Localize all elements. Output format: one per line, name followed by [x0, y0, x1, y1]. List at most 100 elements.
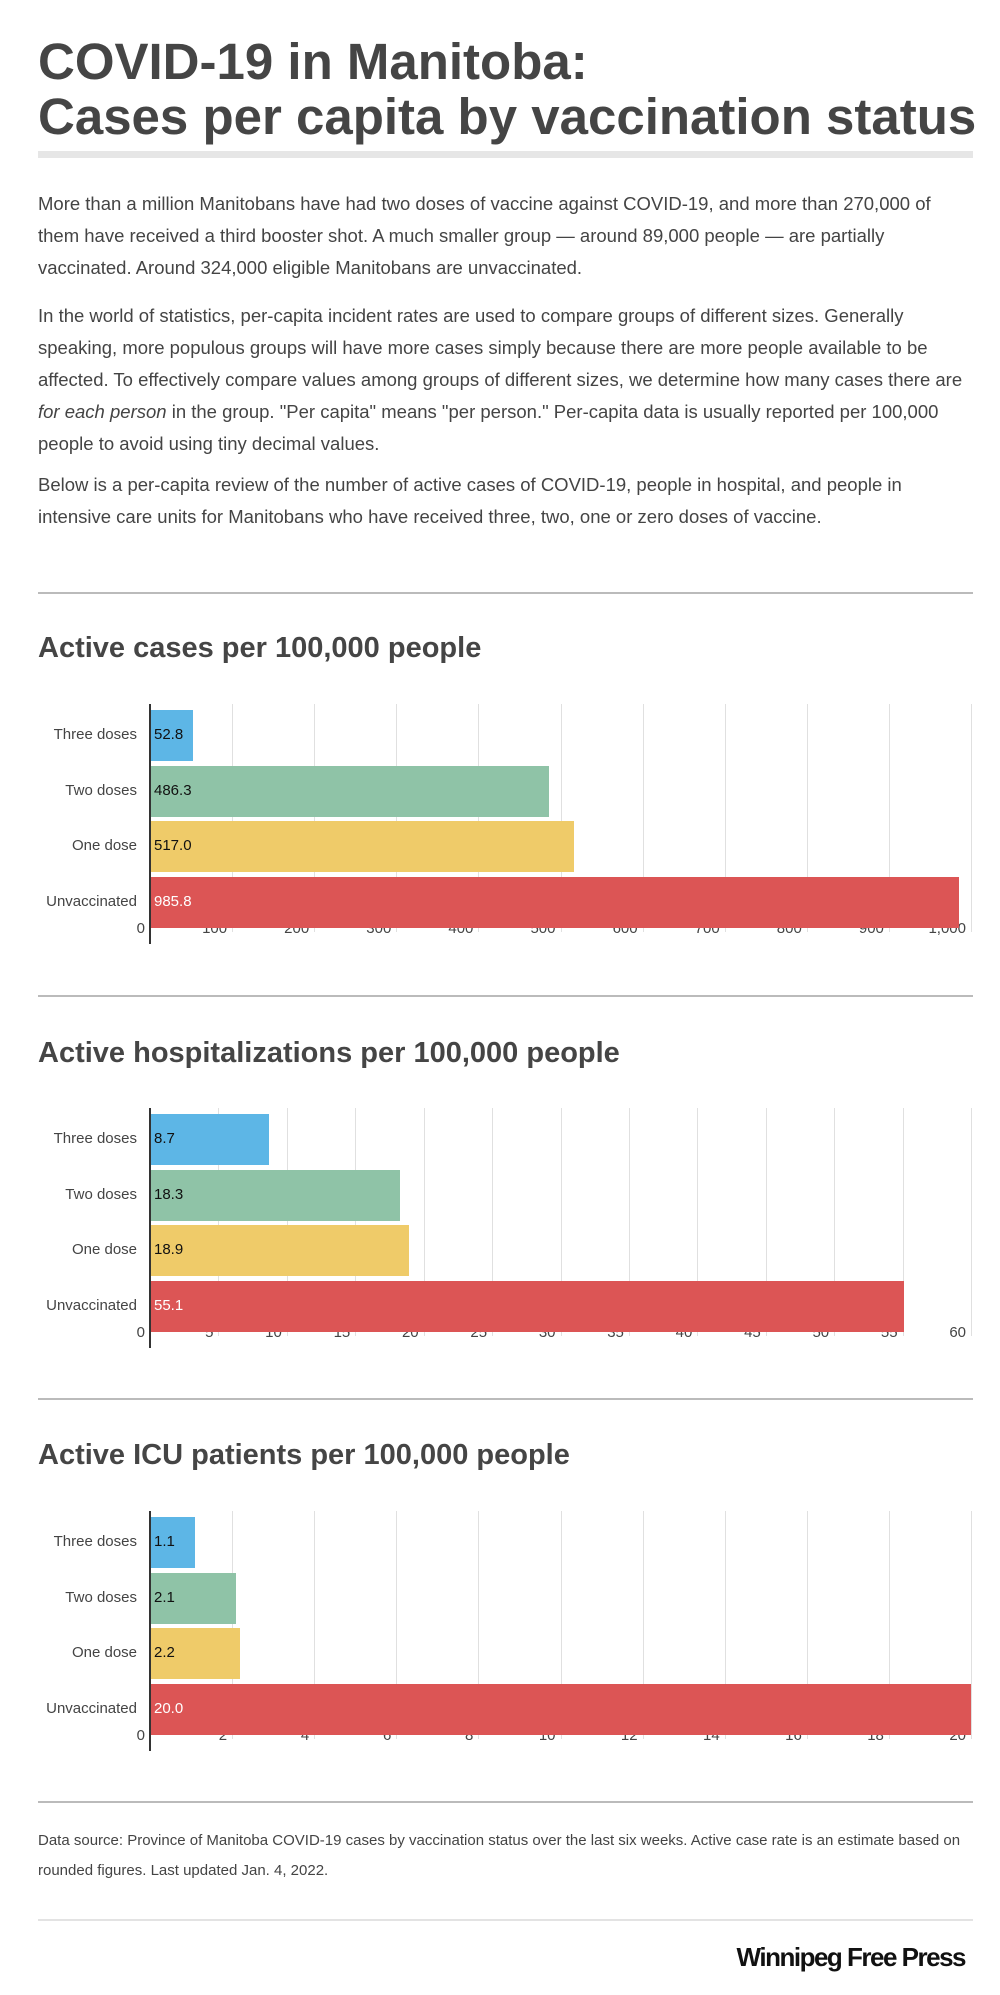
zero-axis-line — [149, 1511, 151, 1751]
bar — [151, 821, 575, 872]
bar — [151, 710, 194, 761]
bar-value-label: 517.0 — [154, 837, 192, 854]
p2-text: In the world of statistics, per-capita i… — [38, 305, 963, 390]
bar-value-label: 985.8 — [154, 892, 192, 910]
gridline — [560, 1108, 562, 1336]
category-label: One dose — [71, 837, 137, 854]
gridline — [642, 1511, 644, 1739]
p2-emphasis: for each person — [38, 401, 167, 422]
bar-value-label: 52.8 — [154, 726, 184, 743]
category-label: Unvaccinated — [46, 1296, 137, 1314]
gridline — [314, 1511, 316, 1739]
gridline — [697, 1108, 699, 1336]
category-label: Two doses — [65, 781, 137, 799]
chart-title-icu: Active ICU patients per 100,000 people — [38, 1439, 570, 1471]
title-divider — [38, 151, 973, 158]
x-tick-label: 8 — [465, 1727, 474, 1744]
bar — [151, 1628, 241, 1679]
bar-value-label: 18.9 — [154, 1241, 184, 1258]
gridline — [478, 1511, 480, 1739]
section-divider — [38, 592, 973, 594]
gridline — [642, 704, 644, 932]
gridline — [888, 1511, 890, 1739]
gridline — [478, 704, 480, 932]
bar-value-label: 55.1 — [154, 1296, 184, 1314]
category-label: Two doses — [65, 1185, 137, 1203]
chart-title-hospitalizations: Active hospitalizations per 100,000 peop… — [38, 1037, 620, 1069]
gridline — [396, 704, 398, 932]
x-tick-label: 5 — [205, 1324, 214, 1341]
gridline — [492, 1108, 494, 1336]
p2-text-end: in the group. "Per capita" means "per pe… — [38, 401, 939, 454]
x-tick-label: 6 — [382, 1727, 392, 1744]
gridline — [355, 1108, 357, 1336]
category-label: One dose — [71, 1241, 137, 1258]
gridline — [232, 704, 234, 932]
category-label: Three doses — [53, 726, 137, 743]
bar-value-label: 20.0 — [154, 1699, 184, 1717]
intro-paragraph-3: Below is a per-capita review of the numb… — [38, 474, 902, 527]
category-label: Unvaccinated — [46, 892, 137, 910]
gridline — [806, 1511, 808, 1739]
gridline — [560, 1511, 562, 1739]
x-tick-label: 4 — [300, 1727, 310, 1744]
gridline — [902, 1108, 904, 1336]
bar — [151, 1517, 196, 1568]
x-tick-label: 0 — [136, 920, 145, 937]
title-line-2: Cases per capita by vaccination status — [38, 88, 977, 145]
bar — [151, 765, 550, 817]
zero-axis-line — [149, 704, 151, 944]
gridline — [218, 1108, 220, 1336]
gridline — [396, 1511, 398, 1739]
gridline — [971, 704, 972, 932]
section-divider — [38, 1398, 973, 1400]
chart-title-cases: Active cases per 100,000 people — [38, 632, 482, 664]
bar-value-label: 8.7 — [154, 1130, 175, 1147]
category-label: Three doses — [53, 1533, 137, 1550]
footer-divider — [38, 1919, 973, 1921]
bar — [151, 1169, 401, 1221]
bar-value-label: 18.3 — [154, 1185, 184, 1203]
section-divider — [38, 995, 973, 997]
category-label: Three doses — [53, 1130, 137, 1147]
bar — [151, 1572, 237, 1624]
gridline — [232, 1511, 234, 1739]
category-label: Unvaccinated — [46, 1699, 137, 1717]
gridline — [314, 704, 316, 932]
gridline — [888, 704, 890, 932]
gridline — [806, 704, 808, 932]
bar — [151, 1225, 409, 1276]
gridline — [971, 1511, 972, 1739]
gridline — [765, 1108, 767, 1336]
gridline — [724, 704, 726, 932]
bar — [151, 876, 960, 928]
x-tick-label: 0 — [136, 1727, 145, 1744]
footnote: Data source: Province of Manitoba COVID-… — [38, 1832, 961, 1879]
gridline — [628, 1108, 630, 1336]
section-divider — [38, 1801, 973, 1803]
bar-value-label: 2.1 — [154, 1588, 175, 1606]
x-tick-label: 60 — [949, 1324, 966, 1341]
winnipeg-free-press-logo: Winnipeg Free Press — [736, 1942, 967, 1972]
zero-axis-line — [149, 1108, 151, 1348]
intro-paragraph-2: In the world of statistics, per-capita i… — [38, 300, 968, 460]
gridline — [971, 1108, 972, 1336]
bar-value-label: 486.3 — [154, 781, 192, 799]
gridline — [286, 1108, 288, 1336]
bar-value-label: 2.2 — [154, 1644, 175, 1661]
category-label: Two doses — [65, 1588, 137, 1606]
page-title: COVID-19 in Manitoba: Cases per capita by… — [38, 34, 976, 144]
bar — [151, 1114, 270, 1165]
gridline — [560, 704, 562, 932]
gridline — [834, 1108, 836, 1336]
gridline — [423, 1108, 425, 1336]
gridline — [724, 1511, 726, 1739]
category-label: One dose — [71, 1644, 137, 1661]
bar — [151, 1683, 971, 1735]
intro-paragraph-1: More than a million Manitobans have had … — [38, 193, 931, 278]
bar — [151, 1280, 904, 1332]
x-tick-label: 0 — [136, 1324, 145, 1341]
bar-value-label: 1.1 — [154, 1533, 175, 1550]
x-tick-label: 2 — [218, 1727, 228, 1744]
